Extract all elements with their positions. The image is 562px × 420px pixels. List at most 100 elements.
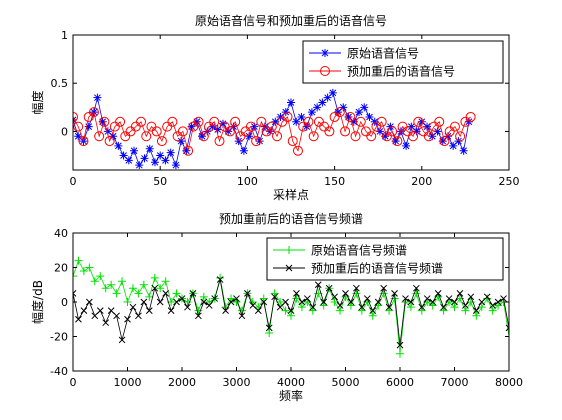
data-point xyxy=(260,298,268,306)
y-tick-label: 1 xyxy=(61,29,68,42)
data-point xyxy=(445,295,453,302)
x-tick-label: 1000 xyxy=(114,376,142,389)
data-point xyxy=(112,289,121,298)
data-point xyxy=(489,302,497,309)
data-point xyxy=(74,256,83,265)
data-point xyxy=(407,122,416,131)
data-point xyxy=(183,298,192,306)
data-point xyxy=(189,290,197,297)
data-point xyxy=(123,298,132,306)
data-point xyxy=(183,145,194,156)
data-point xyxy=(366,131,377,142)
legend-label: 预加重后的语音信号频谱 xyxy=(311,261,443,276)
data-point xyxy=(150,158,159,167)
data-point xyxy=(346,301,355,310)
data-point xyxy=(198,132,207,141)
x-tick-label: 2000 xyxy=(168,376,196,389)
x-tick-label: 250 xyxy=(499,175,520,188)
data-point xyxy=(145,307,153,314)
data-point xyxy=(145,144,154,153)
data-point xyxy=(303,298,312,306)
data-point xyxy=(73,272,77,281)
plots: 0 50 100 150 200 25000.51原始语音信号和预加重后的语音信号采样点幅… xyxy=(30,13,523,403)
data-point xyxy=(208,122,217,131)
data-point xyxy=(477,303,486,312)
data-point xyxy=(73,111,78,122)
legend-label: 原始语音信号 xyxy=(347,46,419,61)
data-point xyxy=(136,116,147,127)
data-point xyxy=(184,303,191,311)
data-point xyxy=(103,127,112,136)
x-tick-label: 5000 xyxy=(332,376,360,389)
series-group xyxy=(73,88,476,170)
data-point xyxy=(439,306,448,315)
data-point xyxy=(173,298,180,306)
data-point xyxy=(282,111,293,122)
data-point xyxy=(265,324,273,332)
data-point xyxy=(434,290,442,297)
series-group xyxy=(73,256,509,358)
data-point xyxy=(281,306,290,315)
data-point xyxy=(472,307,480,314)
data-point xyxy=(450,303,459,312)
data-point xyxy=(101,284,110,293)
data-point xyxy=(303,295,311,302)
data-point xyxy=(124,315,131,323)
data-point xyxy=(292,294,301,303)
data-point xyxy=(109,132,118,141)
y-tick-label: 0 xyxy=(61,125,68,138)
data-point xyxy=(90,277,99,286)
data-point xyxy=(320,298,328,306)
data-point xyxy=(375,127,384,136)
data-point xyxy=(272,131,283,142)
x-tick-label: 100 xyxy=(237,175,258,188)
data-point xyxy=(139,280,148,289)
data-point xyxy=(276,112,285,121)
data-point xyxy=(156,298,164,306)
data-point xyxy=(417,306,426,315)
data-point xyxy=(118,336,126,344)
data-point xyxy=(216,276,224,283)
data-point xyxy=(360,103,369,112)
data-point xyxy=(494,301,503,310)
data-point xyxy=(84,122,93,131)
data-point xyxy=(314,281,322,289)
data-point xyxy=(93,93,102,102)
data-point xyxy=(256,116,267,127)
data-point xyxy=(271,117,280,126)
data-point xyxy=(423,122,432,131)
data-point xyxy=(145,292,154,301)
legend-entry: 原始语音信号频谱 xyxy=(273,243,407,258)
data-point xyxy=(209,116,220,127)
data-point xyxy=(386,122,395,131)
legend-entry: 原始语音信号 xyxy=(309,46,419,61)
data-point xyxy=(113,312,120,320)
data-point xyxy=(391,137,400,146)
data-point xyxy=(438,137,447,146)
data-point xyxy=(222,307,229,314)
data-point xyxy=(115,116,126,127)
data-point xyxy=(200,298,208,306)
data-point xyxy=(396,341,404,349)
data-point xyxy=(451,298,458,306)
chart-title: 原始语音信号和预加重后的语音信号 xyxy=(195,13,387,28)
data-point xyxy=(265,329,274,338)
data-point xyxy=(245,121,256,132)
data-point xyxy=(134,289,143,298)
y-axis-label: 幅度/dB xyxy=(30,280,45,324)
data-point xyxy=(140,154,149,163)
legend-swatch-marker xyxy=(320,66,330,76)
data-point xyxy=(218,119,227,128)
data-point xyxy=(423,298,432,306)
data-point xyxy=(281,108,290,117)
data-point xyxy=(369,307,377,314)
data-point xyxy=(282,298,289,306)
x-tick-label: 150 xyxy=(324,175,345,188)
data-point xyxy=(251,136,262,147)
data-point xyxy=(245,132,254,141)
y-tick-label: 40 xyxy=(54,227,68,240)
data-point xyxy=(229,122,238,131)
data-point xyxy=(423,131,434,142)
